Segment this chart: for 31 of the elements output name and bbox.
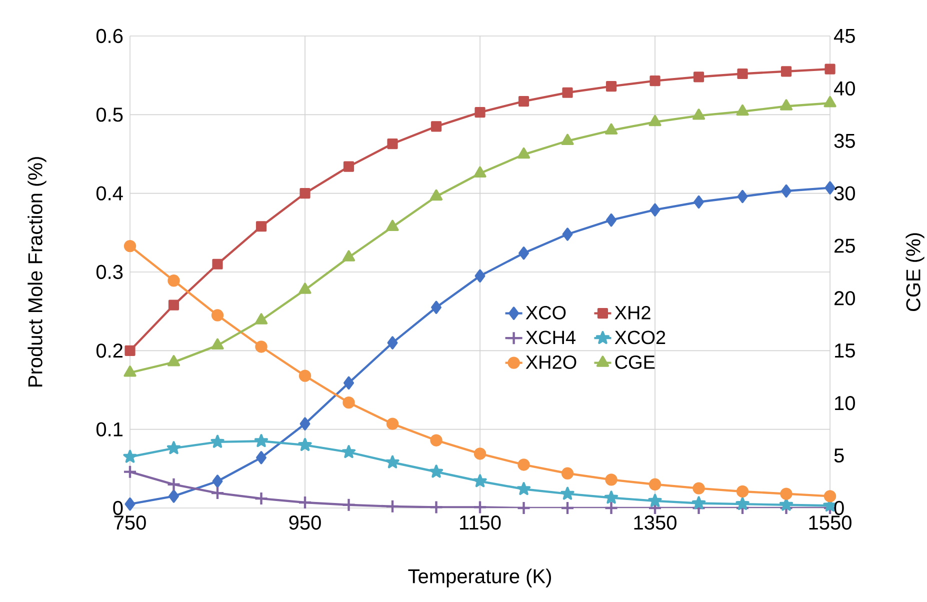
y-tick-label: 0 bbox=[113, 500, 123, 516]
y2-tick-label: 15 bbox=[835, 344, 855, 358]
y2-tick-label: 5 bbox=[834, 448, 844, 463]
y-tick-label: 0.6 bbox=[96, 28, 123, 44]
y-tick-label: 0.3 bbox=[96, 264, 123, 280]
x-tick-label: 1350 bbox=[634, 516, 676, 530]
x-tick-label: 1150 bbox=[460, 516, 501, 530]
y-tick-label: 0.4 bbox=[96, 186, 123, 200]
y2-axis-title: CGE (%) bbox=[906, 233, 924, 311]
y-axis-title: Product Mole Fraction (%) bbox=[28, 157, 46, 387]
y2-tick-label: 20 bbox=[834, 291, 855, 306]
legend-label: CGE bbox=[615, 355, 655, 369]
y-tick-label: 0.1 bbox=[96, 422, 122, 436]
y-tick-label: 0.2 bbox=[96, 344, 122, 358]
legend-label: XCH4 bbox=[526, 330, 576, 344]
x-axis-title: Temperature (K) bbox=[408, 568, 551, 588]
y2-tick-label: 25 bbox=[834, 238, 855, 253]
y2-tick-label: 35 bbox=[834, 134, 855, 148]
x-tick-label: 950 bbox=[289, 516, 321, 530]
legend-label: XH2O bbox=[526, 355, 576, 369]
y2-tick-label: 45 bbox=[834, 29, 855, 43]
legend-label: XCO bbox=[526, 306, 566, 320]
y2-tick-label: 40 bbox=[834, 81, 855, 96]
y2-tick-label: 0 bbox=[834, 500, 844, 516]
legend-label: XH2 bbox=[614, 306, 650, 320]
legend-label: XCO2 bbox=[614, 330, 666, 344]
y2-tick-label: 30 bbox=[834, 186, 855, 200]
y-tick-label: 0.5 bbox=[96, 108, 123, 122]
y2-tick-label: 10 bbox=[835, 396, 855, 410]
x-tick-label: 750 bbox=[114, 516, 146, 530]
x-tick-label: 1550 bbox=[809, 516, 852, 530]
